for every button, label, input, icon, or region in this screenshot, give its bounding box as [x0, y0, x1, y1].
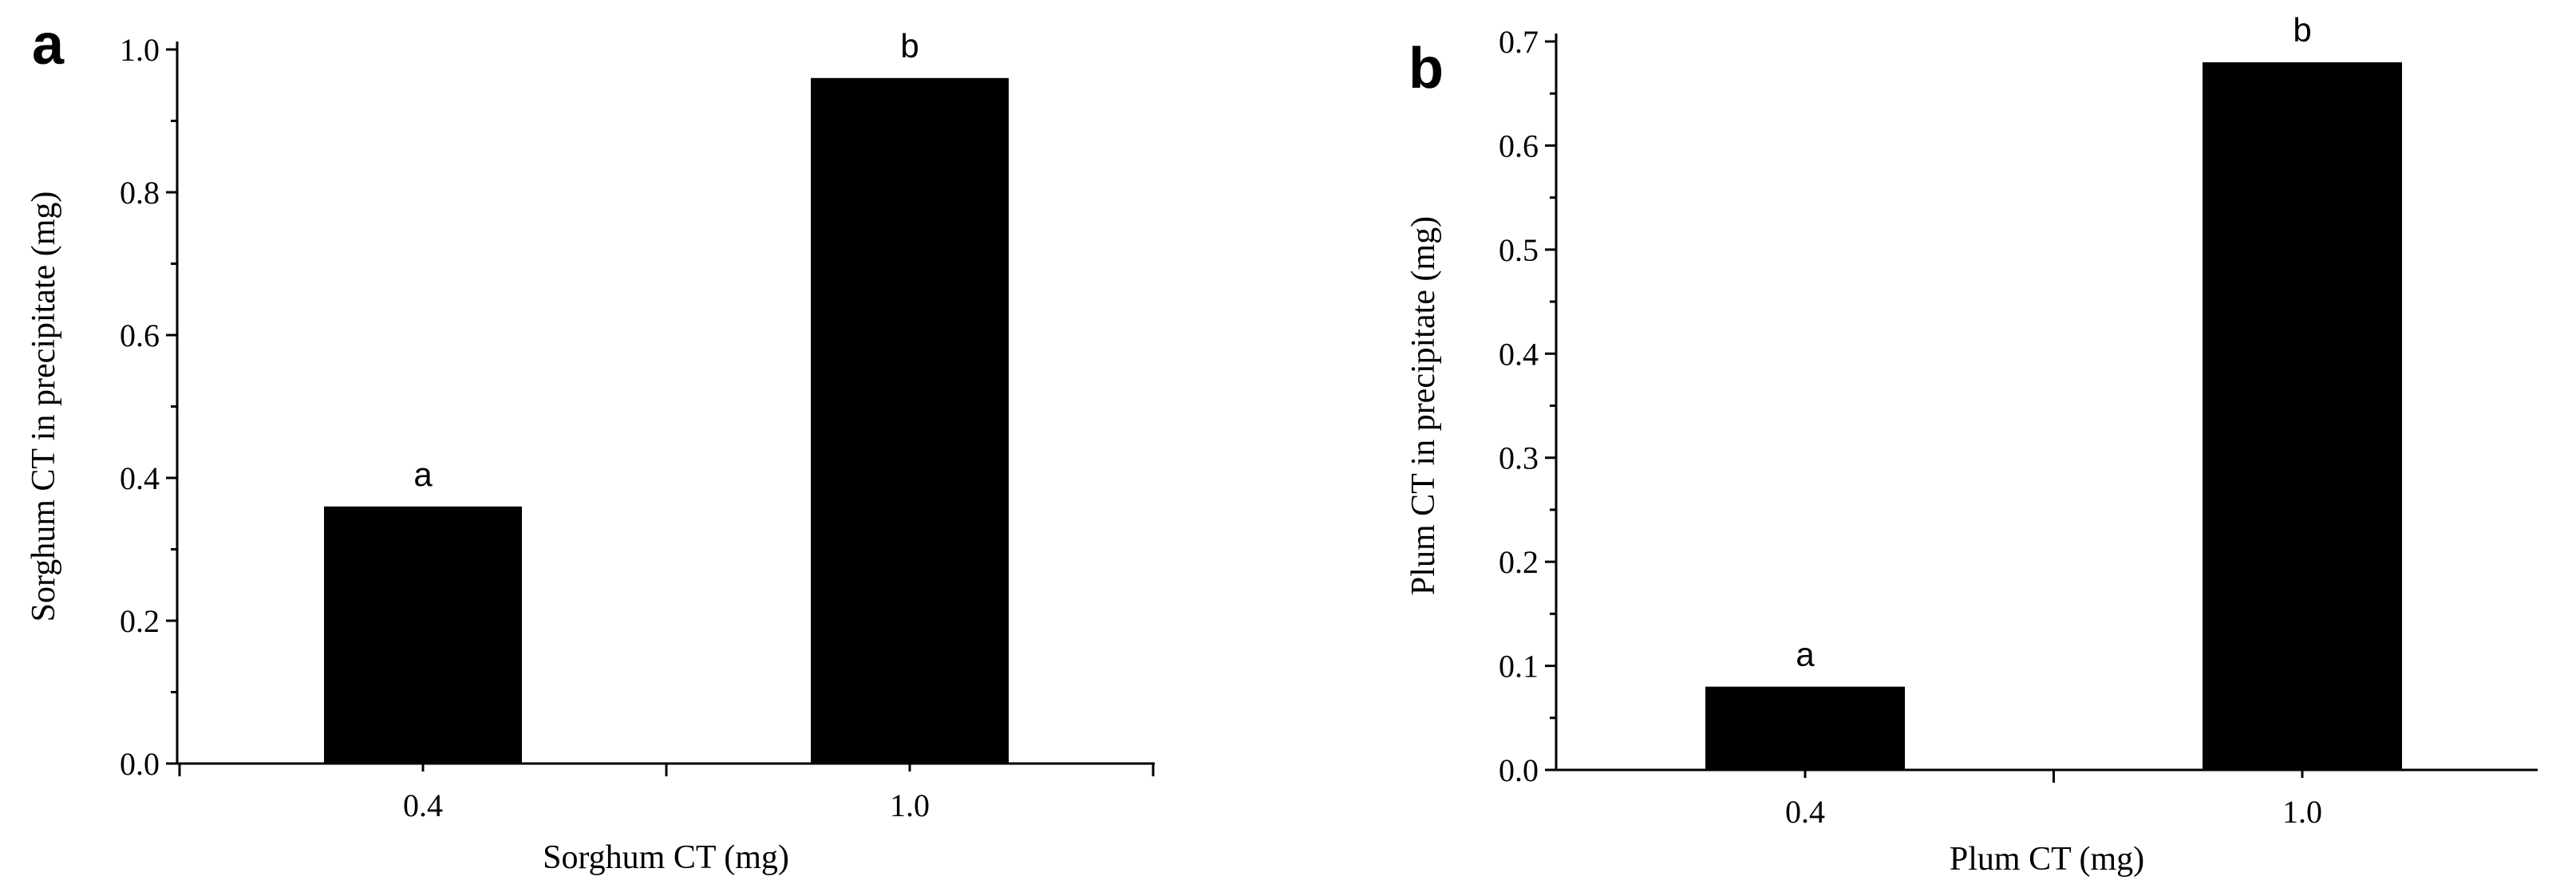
- x-tick-label: 1.0: [2282, 794, 2322, 830]
- y-axis-title: Plum CT in precipitate (mg): [1405, 216, 1442, 595]
- x-tick-label: 0.4: [1785, 794, 1825, 830]
- y-tick-label: 0.6: [120, 318, 160, 353]
- x-axis-title: Sorghum CT (mg): [543, 839, 789, 876]
- bar: [2203, 62, 2402, 771]
- x-tick-label: 0.4: [403, 787, 443, 823]
- y-tick-label: 0.0: [120, 746, 160, 782]
- y-axis-title: Sorghum CT in precipitate (mg): [26, 191, 62, 622]
- bar: [811, 77, 1009, 764]
- significance-label: a: [1796, 636, 1815, 673]
- y-tick-label: 0.2: [120, 603, 160, 639]
- y-tick-label: 0.2: [1499, 544, 1539, 580]
- y-tick-label: 0.4: [120, 460, 160, 496]
- panel-a: a a b 0.0 0.2 0.4 0.6 0.8 1.0 0.4 1.0 Sorghum CT (m…: [26, 13, 1155, 876]
- bar: [1705, 686, 1905, 770]
- y-tick-label: 0.1: [1499, 649, 1539, 685]
- y-tick-label: 0.6: [1499, 128, 1539, 164]
- y-tick-label: 0.4: [1499, 336, 1539, 372]
- significance-label: b: [900, 27, 919, 65]
- y-tick-label: 1.0: [120, 32, 160, 68]
- panel-b: b a b 0.0 0.1 0.2 0.3 0.4 0.5 0.6 0.7 0.4 1.0 Plum CT…: [1405, 11, 2538, 878]
- y-tick-label: 0.7: [1499, 24, 1539, 60]
- y-tick-label: 0.0: [1499, 752, 1539, 788]
- bar: [324, 506, 522, 764]
- y-tick-label: 0.8: [120, 175, 160, 211]
- y-tick-label: 0.3: [1499, 440, 1539, 476]
- panel-letter: a: [32, 13, 65, 77]
- x-tick-label: 1.0: [890, 787, 930, 823]
- panel-letter: b: [1409, 37, 1444, 101]
- significance-label: b: [2293, 11, 2311, 49]
- x-axis-title: Plum CT (mg): [1950, 841, 2144, 878]
- y-tick-label: 0.5: [1499, 232, 1539, 268]
- significance-label: a: [413, 456, 433, 493]
